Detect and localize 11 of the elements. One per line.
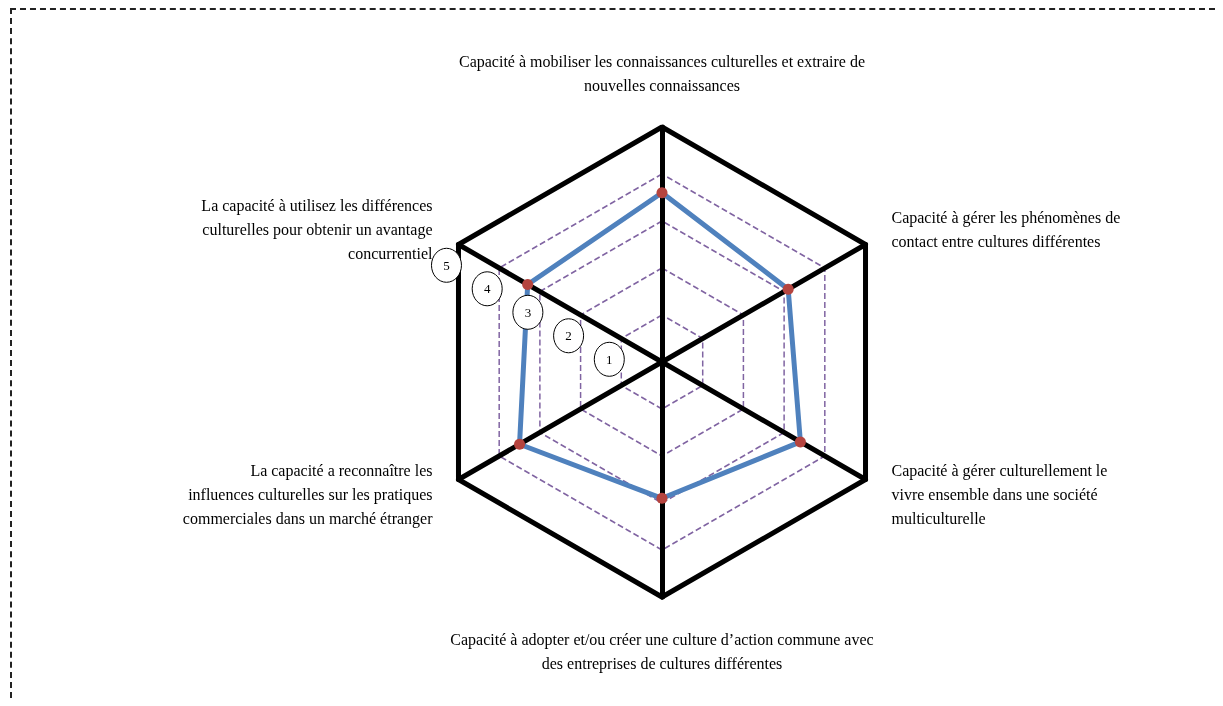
spoke-label: La capacité a reconnaître les influences culturelles sur les pratiques commerciales dans un marché étranger <box>182 462 434 528</box>
y-tick-label: 4 <box>483 281 491 297</box>
spoke-label: Capacité à adopter et/ou créer une culture d’action commune avec des entreprises de cultures différentes <box>450 630 874 673</box>
spoke-label: Capacité à gérer culturellement le vivre ensemble dans une société multiculturelle <box>891 462 1108 527</box>
y-tick-label: 2 <box>565 328 572 344</box>
spoke-label: Capacité à mobiliser les connaissances culturelles et extraire de nouvelles connaissances <box>458 52 866 94</box>
spoke-label: Capacité à gérer les phénomènes de contact entre cultures différentes <box>891 209 1121 250</box>
y-tick-label: 3 <box>524 304 532 320</box>
spoke-label: La capacité à utilisez les différences culturelles pour obtenir un avantage concurrentiel <box>201 197 434 262</box>
y-tick-label: 1 <box>606 351 613 367</box>
y-tick-label: 5 <box>443 257 450 273</box>
